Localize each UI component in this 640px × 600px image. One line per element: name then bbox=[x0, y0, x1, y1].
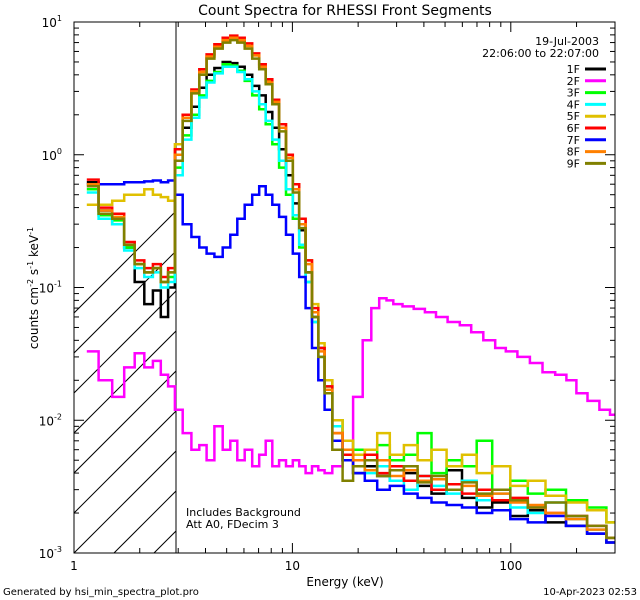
hatch-line bbox=[634, 22, 640, 553]
hatch-line bbox=[74, 370, 176, 474]
hatch-line bbox=[74, 250, 176, 354]
y-tick-mantissa: 10 bbox=[39, 547, 54, 561]
series-line-9f bbox=[86, 38, 615, 540]
chart-title: Count Spectra for RHESSI Front Segments bbox=[198, 3, 492, 19]
series-line-2f bbox=[86, 296, 615, 475]
y-tick-label: 10-2 bbox=[39, 412, 62, 428]
hatch-line bbox=[74, 410, 176, 514]
hatch-line bbox=[74, 210, 176, 314]
legend-label: 1F bbox=[567, 63, 580, 76]
annotation-attenuator: Att A0, FDecim 3 bbox=[186, 518, 279, 531]
y-tick-label: 100 bbox=[42, 147, 62, 163]
x-axis-label: Energy (keV) bbox=[306, 575, 383, 589]
y-tick-mantissa: 10 bbox=[39, 414, 54, 428]
y-tick-label: 10-1 bbox=[39, 280, 62, 296]
series-layer bbox=[86, 34, 615, 544]
y-axis-label-exp: -1 bbox=[26, 227, 35, 235]
y-tick-label: 10-3 bbox=[39, 545, 62, 561]
y-axis-label-part: counts cm bbox=[27, 287, 41, 349]
y-axis-label-part: s bbox=[27, 269, 41, 279]
y-tick-exponent: -1 bbox=[54, 280, 62, 289]
x-tick-label: 10 bbox=[285, 559, 300, 573]
x-tick-labels: 1 10 100 bbox=[70, 559, 522, 573]
hatch-line bbox=[354, 22, 640, 553]
svg-text:counts cm-2 s-1 keV-1: counts cm-2 s-1 keV-1 bbox=[26, 227, 41, 349]
y-tick-mantissa: 10 bbox=[42, 16, 57, 30]
legend-label: 3F bbox=[567, 87, 580, 100]
legend-label: 8F bbox=[567, 146, 580, 159]
legend-label: 2F bbox=[567, 75, 580, 88]
y-tick-exponent: 0 bbox=[57, 147, 62, 156]
hatched-region bbox=[74, 22, 640, 553]
y-tick-label: 101 bbox=[42, 14, 62, 30]
series-line-4f bbox=[86, 65, 615, 540]
plot-frame bbox=[73, 21, 616, 554]
date-label: 19-Jul-2003 bbox=[535, 35, 599, 48]
axis-ticks bbox=[73, 21, 616, 554]
footer-generated-by: Generated by hsi_min_spectra_plot.pro bbox=[3, 587, 199, 598]
y-tick-mantissa: 10 bbox=[42, 149, 57, 163]
legend-label: 5F bbox=[567, 110, 580, 123]
y-axis-label-part: keV bbox=[27, 234, 41, 261]
y-tick-mantissa: 10 bbox=[39, 282, 54, 296]
x-tick-label: 100 bbox=[499, 559, 522, 573]
x-tick-label: 1 bbox=[70, 559, 78, 573]
hatch-line bbox=[74, 450, 176, 553]
hatch-line bbox=[594, 22, 640, 553]
y-axis-label-exp: -1 bbox=[26, 261, 35, 269]
series-line-7f bbox=[86, 179, 615, 544]
y-tick-exponent: 1 bbox=[57, 14, 62, 23]
legend-label: 4F bbox=[567, 98, 580, 111]
time-range-label: 22:06:00 to 22:07:00 bbox=[482, 47, 599, 60]
footer-timestamp: 10-Apr-2023 02:53 bbox=[543, 587, 637, 598]
y-tick-exponent: -2 bbox=[54, 412, 62, 421]
legend-label: 6F bbox=[567, 122, 580, 135]
y-axis-label: counts cm-2 s-1 keV-1 bbox=[26, 227, 41, 349]
legend-label: 9F bbox=[567, 157, 580, 170]
y-tick-exponent: -3 bbox=[54, 545, 62, 554]
y-axis-label-exp: -2 bbox=[26, 279, 35, 287]
legend-label: 7F bbox=[567, 134, 580, 147]
annotation-background: Includes Background bbox=[186, 506, 301, 519]
